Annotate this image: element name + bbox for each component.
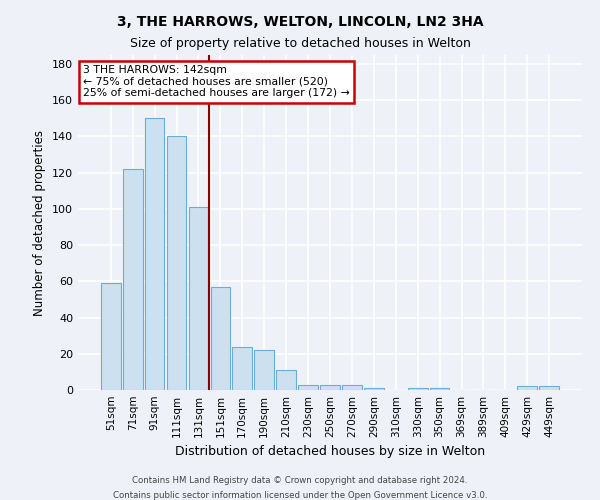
Bar (211, 287, 230, 390)
Bar (298, 384, 318, 390)
Bar (167, 136, 187, 390)
Bar (123, 169, 143, 390)
Bar (364, 388, 384, 390)
X-axis label: Distribution of detached houses by size in Welton: Distribution of detached houses by size … (175, 446, 485, 458)
Bar (320, 384, 340, 390)
Bar (539, 386, 559, 390)
Bar (408, 388, 428, 390)
Text: 3 THE HARROWS: 142sqm
← 75% of detached houses are smaller (520)
25% of semi-det: 3 THE HARROWS: 142sqm ← 75% of detached … (83, 65, 350, 98)
Bar (254, 350, 274, 390)
Bar (145, 118, 164, 390)
Bar (430, 388, 449, 390)
Bar (517, 386, 537, 390)
Bar (232, 346, 252, 390)
Y-axis label: Number of detached properties: Number of detached properties (34, 130, 46, 316)
Bar (276, 370, 296, 390)
Bar (101, 283, 121, 390)
Text: Size of property relative to detached houses in Welton: Size of property relative to detached ho… (130, 38, 470, 51)
Text: Contains HM Land Registry data © Crown copyright and database right 2024.: Contains HM Land Registry data © Crown c… (132, 476, 468, 485)
Text: 3, THE HARROWS, WELTON, LINCOLN, LN2 3HA: 3, THE HARROWS, WELTON, LINCOLN, LN2 3HA (116, 15, 484, 29)
Bar (342, 384, 362, 390)
Bar (188, 207, 208, 390)
Text: Contains public sector information licensed under the Open Government Licence v3: Contains public sector information licen… (113, 491, 487, 500)
